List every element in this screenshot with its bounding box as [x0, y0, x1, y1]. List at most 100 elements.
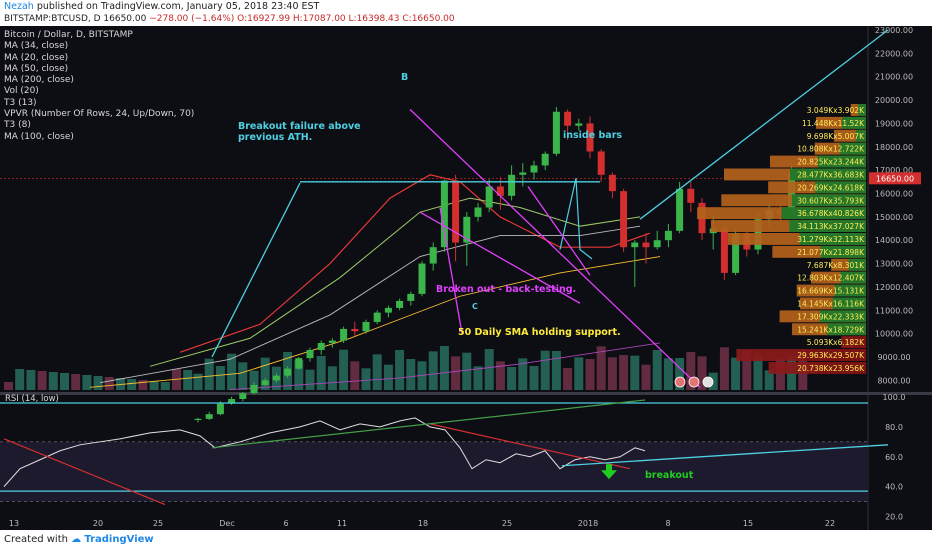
- volume-bar: [15, 369, 25, 390]
- candle-body: [407, 293, 415, 301]
- symbol-line: BITSTAMP:BTCUSD, D 16650.00: [4, 14, 147, 24]
- time-tick-label: 18: [418, 519, 428, 528]
- price-tick-label: 9000.00: [877, 353, 910, 362]
- vpvr-row-label: 10.808Kx12.722K: [797, 145, 865, 154]
- vpvr-row-up: [804, 349, 866, 361]
- candle-body: [508, 174, 516, 196]
- volume-bar: [406, 359, 416, 390]
- volume-bar: [731, 357, 741, 390]
- vpvr-row-label: 11.448Kx11.52K: [802, 119, 865, 128]
- time-tick-label: 15: [743, 519, 753, 528]
- vpvr-row-up: [820, 245, 866, 258]
- sma-support-annotation: 50 Daily SMA holding support.: [458, 327, 621, 338]
- volume-bar: [473, 366, 483, 390]
- candle-body: [261, 380, 269, 385]
- rsi-tick-label: 60.0: [885, 453, 903, 462]
- candle-body: [642, 242, 650, 248]
- candle-body: [284, 368, 292, 376]
- legend-item-4[interactable]: MA (200, close): [4, 75, 74, 86]
- legend-item-6[interactable]: T3 (13): [4, 97, 37, 108]
- event-marker-icon: [688, 376, 700, 388]
- candle-body: [653, 240, 661, 248]
- author-link[interactable]: Nezah: [4, 1, 34, 12]
- vpvr-row-label: 20.825Kx23.244K: [797, 158, 865, 167]
- chart-canvas[interactable]: 8000.00 9000.00 10000.00 11000.00 12000.00 13…: [0, 26, 932, 530]
- volume-bar: [339, 349, 349, 390]
- vpvr-row-up: [791, 194, 866, 207]
- volume-bar: [361, 368, 371, 390]
- volume-bar: [48, 372, 58, 390]
- rsi-label: RSI (14, low): [5, 394, 59, 404]
- candle-body: [440, 180, 448, 248]
- vpvr-row-up: [857, 104, 866, 116]
- volume-bar: [93, 376, 103, 390]
- legend-item-9[interactable]: MA (100, close): [4, 131, 74, 142]
- legend-item-3[interactable]: MA (50, close): [4, 63, 69, 74]
- price-tick-label: 16000.00: [875, 189, 913, 198]
- price-chart[interactable]: 8000.00 9000.00 10000.00 11000.00 12000.00 13…: [0, 26, 932, 530]
- vpvr-row-label: 29.963Kx29.507K: [797, 351, 865, 360]
- legend-item-2[interactable]: MA (20, close): [4, 52, 69, 63]
- volume-bar: [518, 358, 528, 390]
- volume-bar: [37, 371, 47, 390]
- candle-body: [687, 188, 695, 203]
- vpvr-row-up: [781, 207, 866, 220]
- vpvr-row-up: [853, 336, 866, 349]
- legend-item-1[interactable]: MA (34, close): [4, 41, 69, 52]
- price-tick-label: 10000.00: [875, 330, 913, 339]
- volume-bar: [350, 361, 360, 390]
- price-tick-label: 22000.00: [875, 49, 913, 58]
- ohlc-values: O:16927.99 H:17087.00 L:16398.43 C:16650…: [237, 14, 455, 24]
- volume-bar: [372, 354, 382, 390]
- volume-bar: [697, 356, 707, 390]
- ma-34-line: [149, 197, 641, 367]
- vpvr-row-label: 21.077Kx21.898K: [797, 248, 865, 257]
- candle-body: [631, 242, 639, 248]
- rsi-downtrend-early: [3, 438, 166, 506]
- vpvr-row-up: [840, 271, 866, 284]
- time-tick-label: 6: [283, 519, 288, 528]
- legend-item-0[interactable]: Bitcoin / Dollar, D, BITSTAMP: [4, 30, 133, 40]
- ma-100-line: [89, 256, 661, 388]
- breakout-failure-annotation: Breakout failure above previous ATH.: [238, 121, 361, 143]
- vpvr-row-label: 15.241Kx18.729K: [797, 325, 865, 334]
- legend-item-5[interactable]: Vol (20): [4, 86, 39, 97]
- price-tick-label: 23000.00: [875, 26, 913, 35]
- time-tick-label: 22: [825, 519, 835, 528]
- published-text: published on TradingView.com, January 05…: [36, 1, 320, 12]
- vpvr-row-label: 9.698Kx5.007K: [807, 132, 865, 141]
- rising-trendline: [639, 29, 889, 220]
- vpvr-row-label: 7.687Kx8.301K: [807, 261, 865, 270]
- vpvr-row-label: 30.607Kx35.793K: [797, 196, 865, 205]
- volume-bar: [71, 374, 81, 390]
- vpvr-row-down: [811, 271, 866, 284]
- candle-body: [351, 328, 359, 332]
- volume-bar: [451, 356, 461, 390]
- candle-body: [474, 207, 482, 217]
- volume-bar: [104, 377, 114, 390]
- candle-body: [205, 414, 213, 419]
- tradingview-brand[interactable]: TradingView: [84, 534, 154, 545]
- vpvr-row-up: [816, 362, 866, 374]
- candle-body: [530, 165, 538, 173]
- vpvr-row-label: 5.093Kx6.182K: [807, 338, 865, 347]
- volume-bar: [540, 350, 550, 390]
- rsi-tick-label: 80.0: [885, 423, 903, 432]
- volume-bar: [607, 357, 617, 390]
- volume-bar: [116, 378, 125, 390]
- candle-body: [676, 188, 684, 231]
- volume-bar: [249, 370, 259, 390]
- price-tick-label: 21000.00: [875, 73, 913, 82]
- candle-body: [306, 349, 314, 359]
- wave-b-label: B: [401, 72, 409, 83]
- price-tick-label: 20000.00: [875, 96, 913, 105]
- time-tick-label: Dec: [219, 519, 234, 528]
- legend-item-7[interactable]: VPVR (Number Of Rows, 24, Up/Down, 70): [4, 109, 195, 120]
- volume-bar: [619, 355, 629, 390]
- price-tick-label: 19000.00: [875, 119, 913, 128]
- price-tick-label: 18000.00: [875, 143, 913, 152]
- time-tick-label: 20: [93, 519, 103, 528]
- legend-item-8[interactable]: T3 (8): [4, 120, 31, 131]
- price-tick-label: 14000.00: [875, 236, 913, 245]
- vpvr-row-label: 16.669Kx15.131K: [797, 287, 865, 296]
